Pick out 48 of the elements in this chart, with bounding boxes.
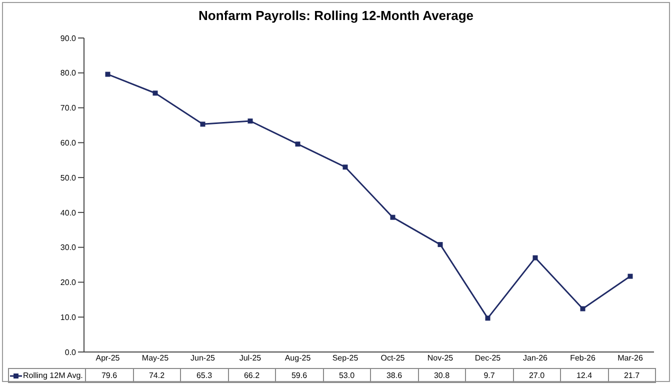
point [152, 90, 158, 96]
data-label: 59.6 [276, 369, 324, 382]
x-tick-label: Aug-25 [284, 354, 312, 363]
x-tick-label: Mar-26 [618, 354, 644, 363]
y-tick-label: 50.0 [60, 173, 77, 182]
y-tick-label: 10.0 [60, 312, 77, 322]
y-tick-label: 90.0 [60, 34, 77, 43]
x-tick-label: Sep-25 [332, 354, 359, 363]
data-label: 30.8 [418, 369, 466, 382]
point [532, 255, 538, 260]
y-tick-label: 70.0 [60, 104, 77, 113]
x-tick-label: Oct-25 [380, 354, 406, 363]
data-label: 66.2 [228, 369, 276, 382]
point [390, 214, 396, 220]
data-label: 74.2 [134, 369, 181, 382]
point [342, 164, 348, 170]
chart-title: Nonfarm Payrolls: Rolling 12-Month Average [198, 8, 474, 23]
data-label: 21.7 [608, 369, 656, 382]
point [105, 72, 110, 77]
point [628, 274, 633, 279]
x-tick-label: Jun-25 [190, 354, 216, 363]
data-label: 9.7 [466, 369, 514, 382]
x-tick-label: Jan-26 [523, 354, 548, 363]
x-tick-label: Feb-26 [570, 354, 596, 363]
y-tick-label: 0.0 [64, 348, 77, 357]
y-tick-label: 30.0 [60, 243, 77, 252]
y-tick-label: 20.0 [60, 278, 77, 288]
point [200, 122, 206, 127]
point [485, 316, 490, 321]
data-label: 38.6 [371, 369, 418, 382]
data-label: 12.4 [561, 369, 608, 382]
data-label: 53.0 [324, 369, 371, 382]
y-tick-label: 40.0 [60, 208, 77, 218]
data-label: 27.0 [514, 369, 561, 382]
point [438, 242, 443, 248]
data-label: 79.6 [86, 369, 134, 382]
legend-label: Rolling 12M Avg. [23, 371, 83, 380]
x-tick-label: Apr-25 [96, 354, 120, 363]
x-tick-label: Dec-25 [474, 354, 502, 363]
y-tick-label: 80.0 [60, 68, 77, 78]
x-tick-label: Nov-25 [427, 354, 454, 363]
x-tick-label: May-25 [142, 354, 170, 363]
y-tick-label: 60.0 [60, 138, 77, 148]
point [580, 306, 586, 312]
data-label: 65.3 [181, 369, 228, 382]
point [248, 118, 253, 124]
x-tick-label: Jul-25 [239, 354, 262, 363]
point [295, 142, 300, 147]
